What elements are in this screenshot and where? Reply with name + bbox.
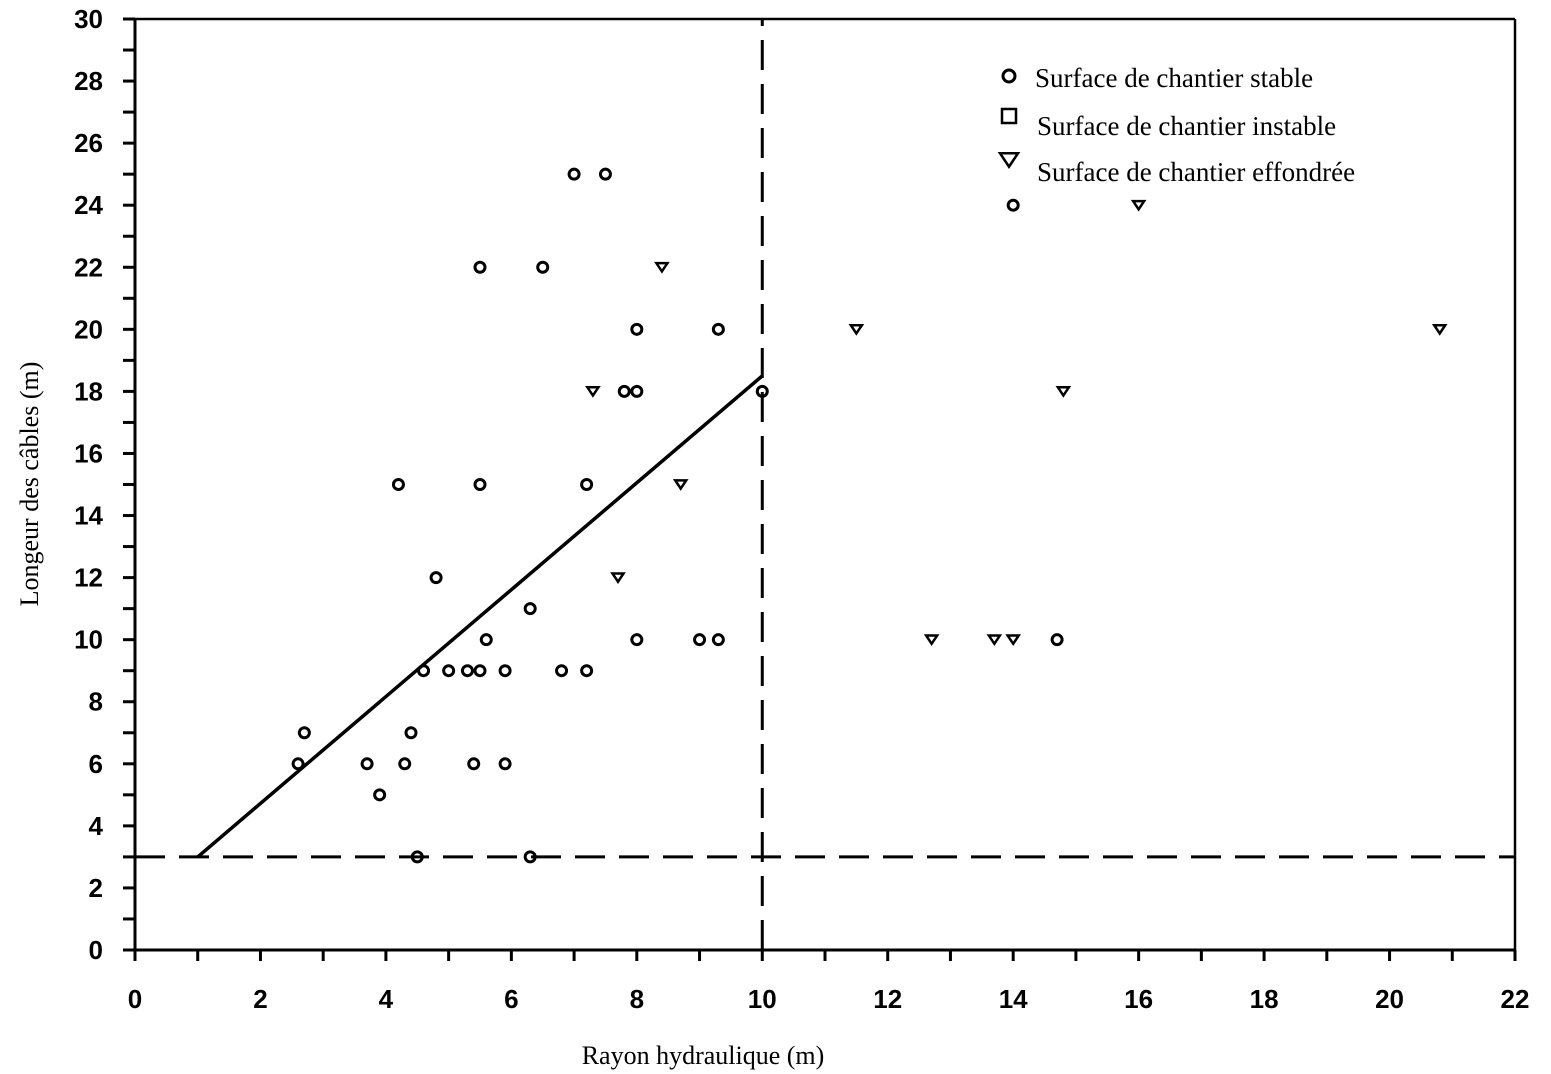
- stable-point: [1006, 198, 1020, 212]
- stable-point: [473, 664, 487, 678]
- collapsed-point: [1005, 634, 1022, 647]
- stable-point: [429, 571, 443, 585]
- stable-point: [442, 664, 456, 678]
- collapsed-point: [1055, 386, 1072, 398]
- y-tick-label: 30: [74, 4, 103, 34]
- legend: Surface de chantier stable Surface de cha…: [997, 63, 1355, 187]
- stable-point: [711, 322, 725, 336]
- stable-point: [630, 633, 644, 647]
- y-tick-label: 12: [74, 563, 103, 593]
- y-tick-label: 18: [74, 376, 103, 406]
- stable-point: [498, 664, 512, 678]
- stable-point: [536, 260, 550, 274]
- stable-point: [523, 850, 537, 864]
- x-tick-label: 2: [253, 984, 267, 1014]
- stable-point: [391, 478, 405, 491]
- stable-point: [467, 757, 481, 771]
- stable-point: [693, 633, 707, 647]
- legend-label: Surface de chantier stable: [1035, 63, 1313, 93]
- legend-marker: [1001, 68, 1017, 84]
- stable-point: [479, 633, 493, 647]
- x-tick-label: 18: [1250, 984, 1279, 1014]
- collapsed-point: [848, 323, 865, 336]
- y-tick-label: 8: [89, 687, 103, 717]
- stable-point: [555, 664, 569, 678]
- y-tick-label: 22: [74, 252, 103, 282]
- collapsed-point: [654, 261, 670, 274]
- stable-point: [291, 757, 305, 771]
- stable-point: [1050, 633, 1064, 647]
- stable-point: [473, 478, 487, 491]
- stable-point: [404, 726, 418, 740]
- collapsed-point: [672, 479, 689, 491]
- data-points: [291, 167, 1448, 864]
- stable-point: [755, 384, 769, 398]
- x-tick-label: 0: [128, 984, 142, 1014]
- collapsed-point: [986, 634, 1003, 647]
- stable-point: [473, 260, 487, 274]
- y-tick-label: 10: [74, 625, 103, 655]
- y-tick-label: 2: [89, 873, 103, 903]
- y-axis-title: Longeur des câbles (m): [15, 362, 44, 607]
- stable-point: [360, 757, 374, 771]
- stable-point: [297, 726, 311, 740]
- x-tick-label: 16: [1124, 984, 1153, 1014]
- stable-point: [598, 167, 612, 181]
- legend-label: Surface de chantier effondrée: [1037, 157, 1355, 187]
- y-tick-label: 0: [89, 935, 103, 965]
- stable-point: [498, 757, 512, 771]
- y-tick-label: 14: [74, 501, 103, 531]
- collapsed-point: [1130, 199, 1147, 212]
- solid-boundary-line: [196, 374, 764, 859]
- reference-lines: [135, 19, 1515, 950]
- stable-point: [580, 478, 594, 491]
- collapsed-point: [1431, 323, 1448, 336]
- x-tick-label: 22: [1501, 984, 1530, 1014]
- stable-point: [711, 633, 725, 647]
- collapsed-point: [923, 634, 940, 647]
- y-tick-label: 6: [89, 749, 103, 779]
- stable-point: [373, 788, 387, 802]
- stable-point: [417, 664, 431, 678]
- legend-label: Surface de chantier instable: [1037, 111, 1336, 141]
- collapsed-point: [610, 572, 626, 584]
- y-tick-label: 20: [74, 314, 103, 344]
- y-tick-label: 16: [74, 438, 103, 468]
- stable-point: [580, 664, 594, 678]
- stable-point: [460, 664, 474, 678]
- stable-point: [617, 384, 631, 398]
- y-tick-label: 26: [74, 128, 103, 158]
- legend-marker: [997, 152, 1021, 170]
- x-axis-ticks: 0 2 4 6 8 10 12 14 16 18 20 22: [128, 950, 1530, 1014]
- x-tick-label: 8: [630, 984, 644, 1014]
- x-tick-label: 20: [1375, 984, 1404, 1014]
- x-tick-label: 10: [748, 984, 777, 1014]
- y-tick-label: 28: [74, 66, 103, 96]
- x-tick-label: 6: [504, 984, 518, 1014]
- stable-point: [630, 322, 644, 336]
- x-axis-title: Rayon hydraulique (m): [582, 1041, 825, 1070]
- collapsed-point: [585, 386, 601, 398]
- stable-point: [398, 757, 412, 771]
- x-tick-label: 4: [379, 984, 394, 1014]
- y-tick-label: 4: [89, 811, 104, 841]
- stable-point: [410, 850, 424, 864]
- x-tick-label: 14: [999, 984, 1028, 1014]
- y-tick-label: 24: [74, 190, 103, 220]
- legend-marker: [1000, 107, 1018, 125]
- stable-point: [630, 384, 644, 398]
- x-tick-label: 12: [873, 984, 902, 1014]
- stable-point: [523, 602, 537, 616]
- stable-point: [567, 167, 581, 181]
